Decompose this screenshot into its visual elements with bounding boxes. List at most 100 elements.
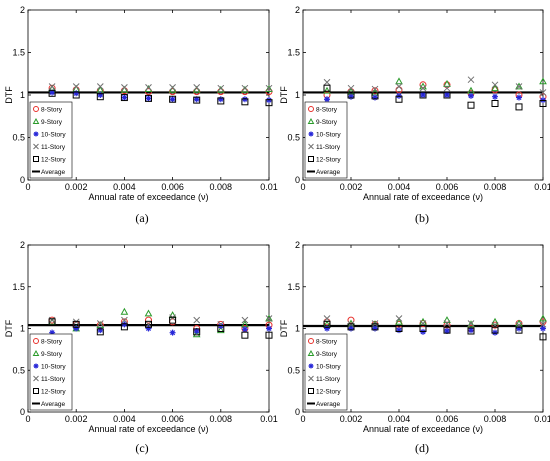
legend-box xyxy=(29,101,73,179)
data-point xyxy=(193,96,201,104)
data-point xyxy=(265,314,273,322)
series-12-story xyxy=(323,84,547,111)
x-tick-label: 0.008 xyxy=(484,414,507,424)
data-point xyxy=(33,143,39,150)
data-point xyxy=(467,320,475,328)
data-point xyxy=(48,83,56,90)
y-tick-label: 2 xyxy=(20,5,25,15)
legend-label: 10-Story xyxy=(316,131,341,138)
y-axis-label: DTF xyxy=(4,86,14,104)
data-point xyxy=(48,318,56,326)
x-tick-label: 0.006 xyxy=(161,414,184,424)
y-tick-label: 1 xyxy=(20,90,25,100)
data-point xyxy=(396,327,402,334)
data-point xyxy=(539,89,547,96)
x-tick-label: 0 xyxy=(300,182,305,192)
legend: 8-Story 9-Story 10-Story 11-Story 12-Story Av… xyxy=(304,101,348,179)
x-tick-label: 0.002 xyxy=(65,414,88,424)
legend-label: 12-Story xyxy=(316,388,341,395)
data-point xyxy=(96,83,104,90)
x-tick-label: 0.002 xyxy=(65,182,88,192)
legend: 8-Story 9-Story 10-Story 11-Story 12-Story Av… xyxy=(29,333,73,411)
data-point xyxy=(96,328,104,336)
data-point xyxy=(323,320,331,328)
data-point xyxy=(48,89,56,97)
data-point xyxy=(265,99,273,107)
legend-label: Average xyxy=(41,169,65,176)
legend-box xyxy=(29,333,73,411)
panel-a: 0 0.002 0.004 0.006 0.008 0.01 0 0.5 1 1.5 2 Annual… xyxy=(4,5,278,225)
data-point xyxy=(96,320,104,327)
y-tick-label: 1.5 xyxy=(287,48,300,58)
data-point xyxy=(419,84,427,92)
data-point xyxy=(419,91,427,99)
series-12-story xyxy=(323,320,547,341)
data-point xyxy=(308,106,314,112)
x-axis-label: Annual rate of exceedance (ν) xyxy=(363,424,483,434)
data-point xyxy=(395,95,403,103)
data-point xyxy=(371,92,379,100)
legend-label: 12-Story xyxy=(41,156,66,163)
legend-label: 11-Story xyxy=(41,376,66,383)
data-point xyxy=(395,317,403,325)
x-axis-label: Annual rate of exceedance (ν) xyxy=(363,192,483,202)
data-point xyxy=(444,328,450,335)
x-tick-label: 0.01 xyxy=(534,182,550,192)
data-point xyxy=(467,76,475,84)
data-point xyxy=(372,94,378,101)
data-point xyxy=(169,316,177,324)
panel-d: 0 0.002 0.004 0.006 0.008 0.01 0 0.5 1 1.5 2 Annual… xyxy=(279,240,550,455)
x-tick-label: 0.01 xyxy=(260,182,278,192)
legend-label: 10-Story xyxy=(316,363,341,370)
data-point xyxy=(145,325,152,332)
x-tick-label: 0 xyxy=(25,414,30,424)
legend-label: Average xyxy=(316,169,340,176)
data-point xyxy=(265,85,273,92)
data-point xyxy=(419,325,427,332)
data-point xyxy=(145,95,152,102)
data-point xyxy=(33,106,39,112)
data-point xyxy=(307,117,315,124)
x-tick-label: 0.004 xyxy=(388,182,411,192)
y-tick-label: 1.5 xyxy=(12,282,25,292)
data-point xyxy=(515,103,523,111)
data-point xyxy=(33,131,39,137)
y-axis-label: DTF xyxy=(4,319,14,337)
data-point xyxy=(241,84,249,92)
y-axis-label: DTF xyxy=(279,86,289,104)
legend-label: 8-Story xyxy=(316,106,338,113)
x-tick-label: 0.004 xyxy=(113,182,136,192)
data-point xyxy=(323,78,331,86)
panel-label: (a) xyxy=(135,211,148,225)
data-point xyxy=(265,84,273,92)
legend-label: 12-Story xyxy=(316,156,341,163)
data-point xyxy=(145,320,152,328)
data-point xyxy=(539,77,547,85)
data-point xyxy=(468,92,474,99)
data-point xyxy=(515,83,523,90)
data-point xyxy=(48,316,56,324)
data-point xyxy=(192,330,201,338)
data-point xyxy=(323,315,331,322)
data-point xyxy=(491,100,499,107)
panel-c: 0 0.002 0.004 0.006 0.008 0.01 0 0.5 1 1.5 2 Annual… xyxy=(4,240,278,455)
x-tick-label: 0.002 xyxy=(340,182,363,192)
y-tick-label: 0 xyxy=(20,175,25,185)
data-point xyxy=(372,325,378,332)
data-point xyxy=(217,325,225,332)
y-tick-label: 1 xyxy=(20,324,25,334)
data-point xyxy=(193,316,201,324)
legend-label: 11-Story xyxy=(41,144,66,151)
data-point xyxy=(395,315,403,322)
data-point xyxy=(217,97,225,105)
data-point xyxy=(193,96,200,103)
data-point xyxy=(169,329,176,336)
data-point xyxy=(32,349,40,356)
data-point xyxy=(241,331,249,339)
legend-label: Average xyxy=(316,401,340,408)
y-tick-label: 0.5 xyxy=(287,365,300,375)
panel-label: (b) xyxy=(415,211,429,225)
panel-label: (d) xyxy=(415,441,429,455)
legend-box xyxy=(304,101,348,179)
legend-label: 9-Story xyxy=(41,119,63,126)
